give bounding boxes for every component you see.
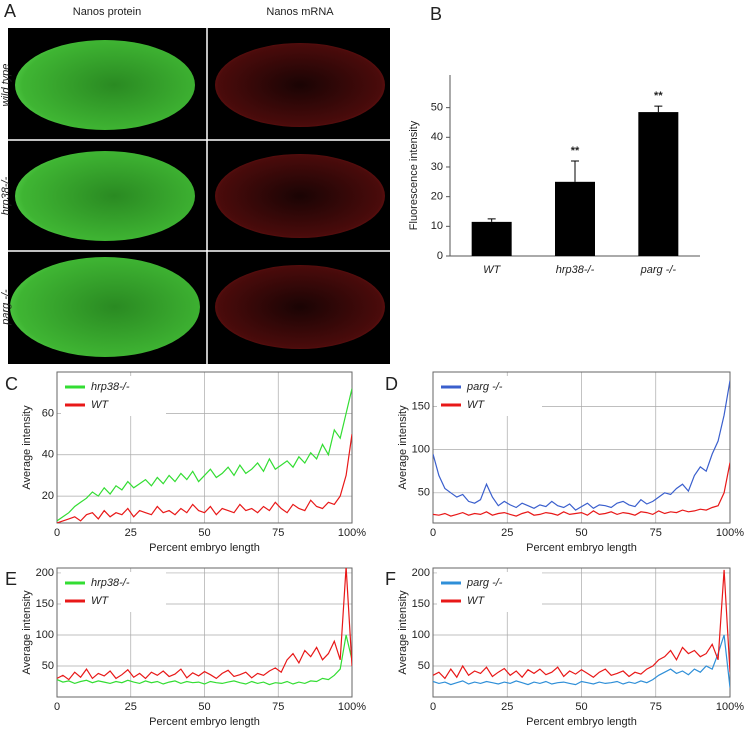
x-axis-label: Percent embryo length xyxy=(149,542,260,554)
bar xyxy=(638,112,679,256)
x-tick-label: 50 xyxy=(575,701,587,713)
x-tick-label: 0 xyxy=(430,701,436,713)
plot-frame xyxy=(56,371,353,524)
legend-box xyxy=(61,572,166,612)
x-axis-label: Percent embryo length xyxy=(526,542,637,554)
y-tick-label: 40 xyxy=(431,131,443,143)
y-tick-label: 50 xyxy=(418,660,430,672)
x-tick-label: 50 xyxy=(575,527,587,539)
series-line xyxy=(433,634,730,688)
y-axis-label: Average intensity xyxy=(397,590,409,675)
legend-box xyxy=(61,376,166,416)
x-tick-label: 100% xyxy=(338,527,366,539)
series-line xyxy=(57,634,352,686)
x-tick-label: 50 xyxy=(198,527,210,539)
x-tick-label: 25 xyxy=(125,701,137,713)
series-line xyxy=(57,568,352,681)
x-tick-label: 100% xyxy=(716,527,744,539)
x-tick-label: 25 xyxy=(501,527,513,539)
plot-frame xyxy=(432,371,731,524)
y-tick-label: 100 xyxy=(36,629,54,641)
x-axis-label: Percent embryo length xyxy=(149,716,260,728)
x-tick-label: parg -/- xyxy=(640,264,677,276)
significance: ** xyxy=(654,90,663,102)
legend-label: parg -/- xyxy=(466,577,503,589)
bar xyxy=(555,181,595,256)
column-header: Nanos protein xyxy=(73,6,142,18)
y-tick-label: 0 xyxy=(437,250,443,262)
y-tick-label: 50 xyxy=(418,487,430,499)
legend-label: WT xyxy=(91,399,109,411)
row-label: wild type xyxy=(0,64,12,107)
series-line xyxy=(433,380,730,511)
y-axis-label: Average intensity xyxy=(21,405,33,490)
panel-letter: E xyxy=(5,569,17,589)
y-tick-label: 30 xyxy=(431,161,443,173)
y-axis-label: Fluorescence intensity xyxy=(408,120,420,230)
x-tick-label: 75 xyxy=(272,701,284,713)
y-tick-label: 50 xyxy=(42,660,54,672)
y-tick-label: 50 xyxy=(431,102,443,114)
panel-letter: C xyxy=(5,374,18,394)
y-tick-label: 20 xyxy=(42,490,54,502)
y-tick-label: 200 xyxy=(412,567,430,579)
x-tick-label: 75 xyxy=(650,527,662,539)
panel-letter: F xyxy=(385,569,396,589)
x-tick-label: 100% xyxy=(716,701,744,713)
x-tick-label: WT xyxy=(483,264,501,276)
y-tick-label: 150 xyxy=(36,598,54,610)
legend-box xyxy=(437,572,542,612)
legend-label: WT xyxy=(91,595,109,607)
y-tick-label: 200 xyxy=(36,567,54,579)
panel-letter: D xyxy=(385,374,398,394)
panel-letter: A xyxy=(4,1,16,21)
x-axis-label: Percent embryo length xyxy=(526,716,637,728)
legend-box xyxy=(437,376,542,416)
column-header: Nanos mRNA xyxy=(266,6,334,18)
y-tick-label: 150 xyxy=(412,598,430,610)
x-tick-label: 75 xyxy=(272,527,284,539)
plot-frame xyxy=(56,567,353,698)
row-label: hrp38-/- xyxy=(0,176,12,215)
x-tick-label: 25 xyxy=(125,527,137,539)
series-line xyxy=(433,462,730,517)
error-bar xyxy=(654,105,663,113)
y-tick-label: 100 xyxy=(412,444,430,456)
series-line xyxy=(57,434,352,523)
legend-label: WT xyxy=(467,399,485,411)
x-tick-label: 75 xyxy=(650,701,662,713)
y-tick-label: 10 xyxy=(431,220,443,232)
x-tick-label: 25 xyxy=(501,701,513,713)
x-tick-label: 0 xyxy=(54,527,60,539)
panel-letter: B xyxy=(430,4,442,24)
y-axis-label: Average intensity xyxy=(21,590,33,675)
x-tick-label: hrp38-/- xyxy=(556,264,595,276)
series-line xyxy=(433,569,730,680)
x-tick-label: 50 xyxy=(198,701,210,713)
y-tick-label: 150 xyxy=(412,400,430,412)
error-bar xyxy=(571,160,579,182)
y-tick-label: 40 xyxy=(42,449,54,461)
plot-frame xyxy=(432,567,731,698)
legend-label: parg -/- xyxy=(466,381,503,393)
legend-label: hrp38-/- xyxy=(91,577,130,589)
legend-label: WT xyxy=(467,595,485,607)
panel-a-images xyxy=(8,28,390,364)
x-tick-label: 0 xyxy=(430,527,436,539)
y-tick-label: 20 xyxy=(431,191,443,203)
y-tick-label: 60 xyxy=(42,407,54,419)
y-axis-label: Average intensity xyxy=(397,405,409,490)
bar xyxy=(471,221,512,256)
x-tick-label: 100% xyxy=(338,701,366,713)
error-bar xyxy=(487,218,496,222)
row-label: parg -/- xyxy=(0,289,12,326)
legend-label: hrp38-/- xyxy=(91,381,130,393)
series-line xyxy=(57,388,352,522)
significance: ** xyxy=(571,145,580,157)
y-tick-label: 100 xyxy=(412,629,430,641)
x-tick-label: 0 xyxy=(54,701,60,713)
